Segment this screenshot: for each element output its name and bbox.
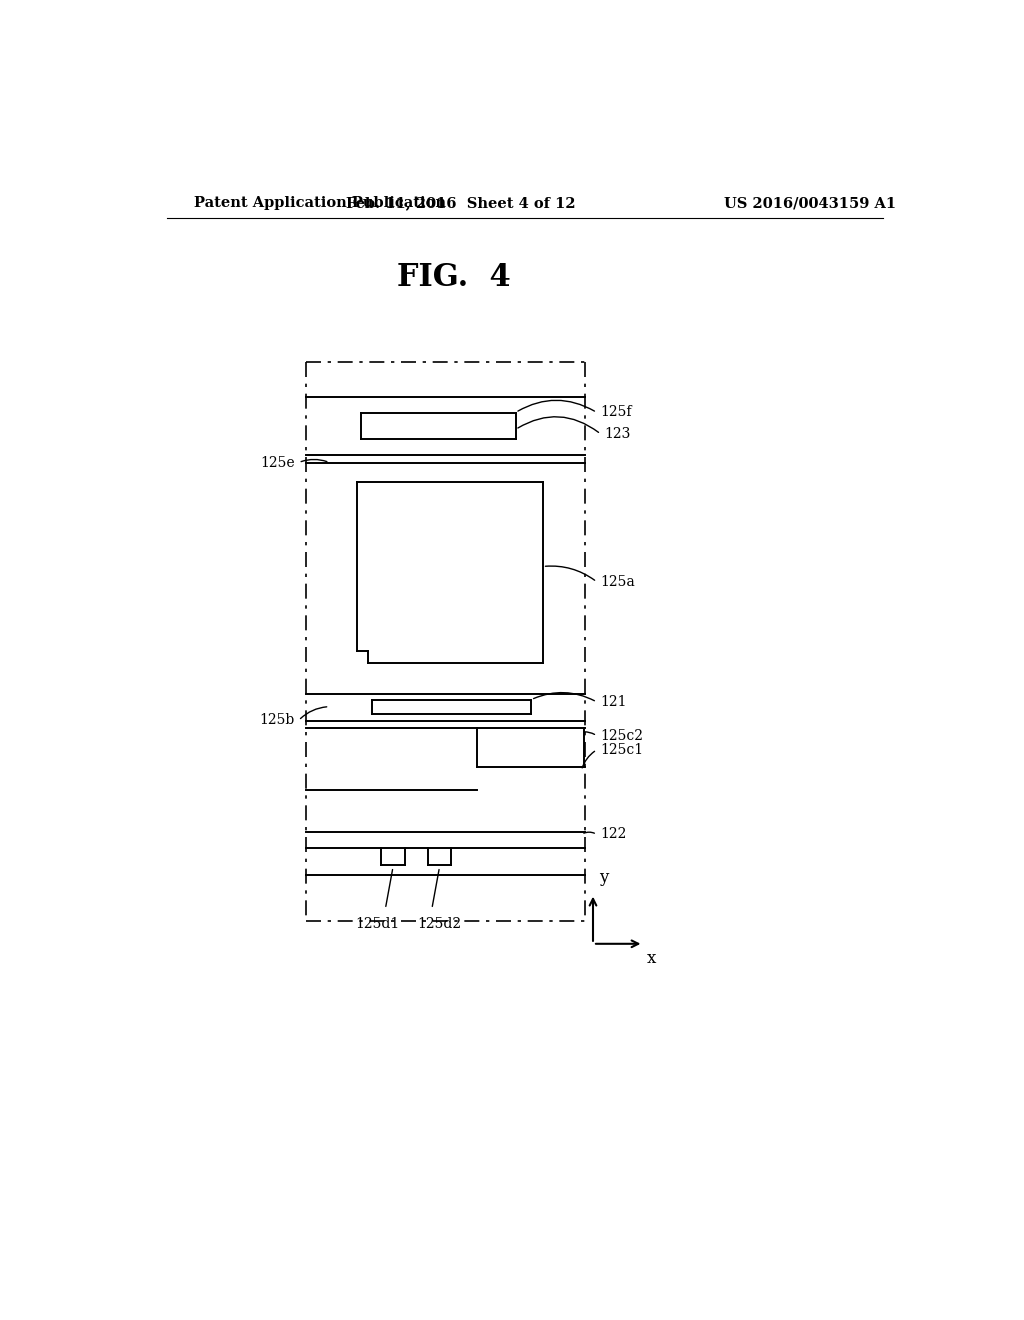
Text: 121: 121 <box>601 696 628 709</box>
Text: US 2016/0043159 A1: US 2016/0043159 A1 <box>724 197 896 210</box>
Text: 125d1: 125d1 <box>355 917 399 931</box>
Text: Patent Application Publication: Patent Application Publication <box>194 197 445 210</box>
Text: x: x <box>647 950 656 968</box>
Text: 125a: 125a <box>601 576 636 589</box>
Text: 125f: 125f <box>601 405 632 420</box>
Text: Feb. 11, 2016  Sheet 4 of 12: Feb. 11, 2016 Sheet 4 of 12 <box>346 197 577 210</box>
Text: 125c2: 125c2 <box>601 729 644 743</box>
Text: FIG.  4: FIG. 4 <box>396 263 510 293</box>
Text: 125e: 125e <box>260 455 295 470</box>
Text: 125b: 125b <box>259 714 295 727</box>
Text: 123: 123 <box>604 428 631 441</box>
Text: 125d2: 125d2 <box>418 917 462 931</box>
Text: 122: 122 <box>601 828 627 841</box>
Text: 125c1: 125c1 <box>601 743 644 756</box>
Text: y: y <box>599 869 608 886</box>
